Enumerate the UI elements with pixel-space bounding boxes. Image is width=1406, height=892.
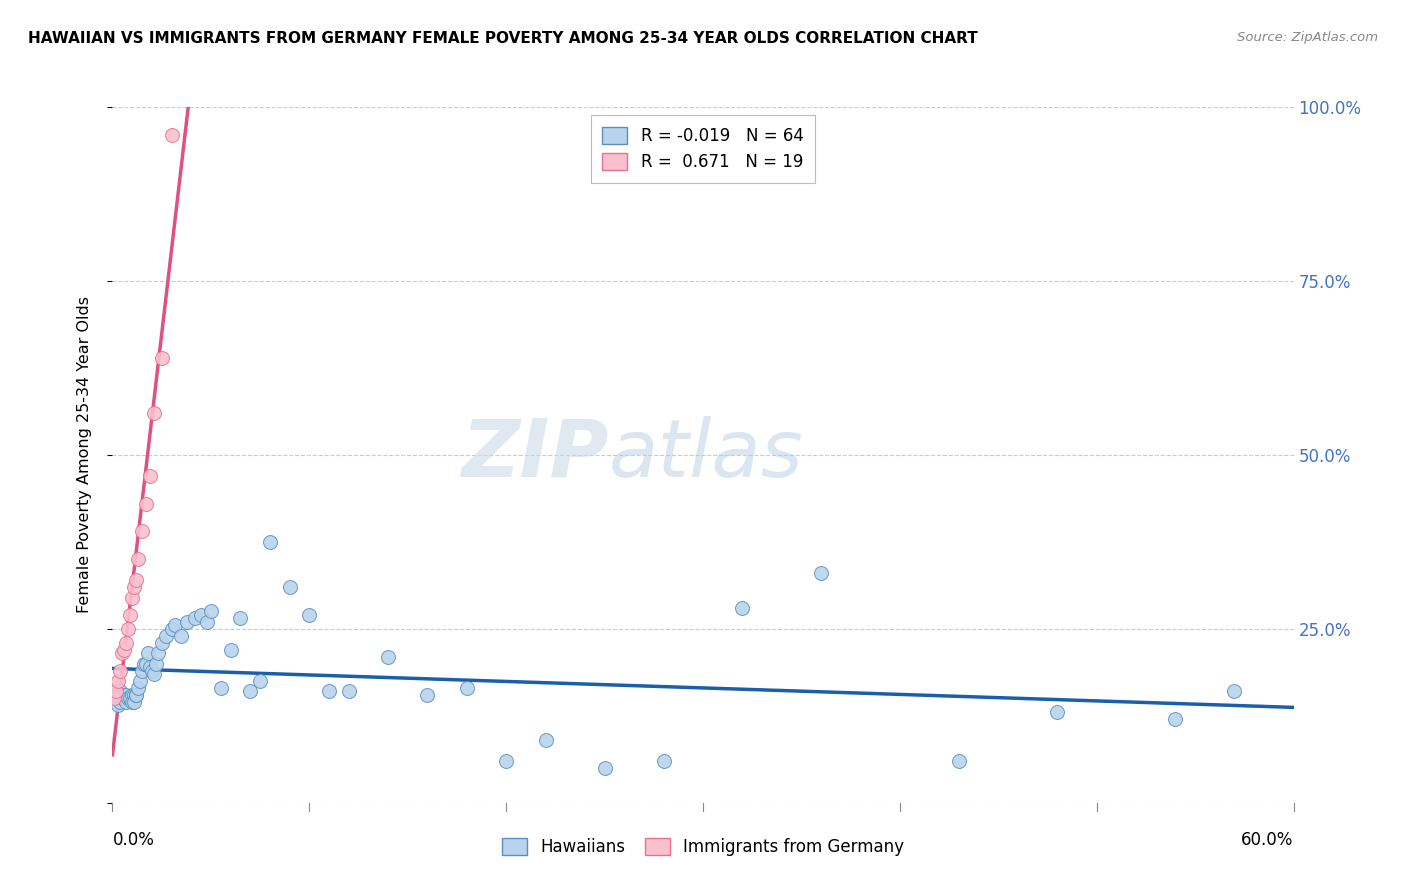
Point — [176, 615, 198, 629]
Point — [121, 688, 143, 702]
Point — [122, 695, 145, 709]
Point — [135, 497, 157, 511]
Point — [120, 691, 142, 706]
Point — [170, 629, 193, 643]
Point — [111, 646, 134, 660]
Point — [110, 684, 132, 698]
Point — [200, 605, 222, 619]
Point — [121, 591, 143, 605]
Point — [122, 580, 145, 594]
Point — [142, 667, 165, 681]
Point — [129, 674, 152, 689]
Point — [103, 688, 125, 702]
Point — [117, 622, 139, 636]
Point — [120, 607, 142, 622]
Point — [107, 674, 129, 689]
Point — [125, 573, 148, 587]
Point — [219, 642, 242, 657]
Point — [1223, 684, 1246, 698]
Point — [184, 611, 207, 625]
Point — [948, 754, 970, 768]
Point — [131, 664, 153, 678]
Point — [131, 524, 153, 539]
Point — [125, 688, 148, 702]
Point — [117, 691, 139, 706]
Point — [190, 607, 212, 622]
Point — [1164, 712, 1187, 726]
Point — [127, 552, 149, 566]
Point — [150, 636, 173, 650]
Point — [115, 695, 138, 709]
Point — [146, 646, 169, 660]
Point — [112, 691, 135, 706]
Point — [110, 695, 132, 709]
Point — [110, 664, 132, 678]
Point — [456, 681, 478, 695]
Point — [337, 684, 360, 698]
Point — [652, 754, 675, 768]
Point — [105, 691, 128, 706]
Point — [111, 691, 134, 706]
Point — [142, 406, 165, 420]
Point — [135, 657, 157, 671]
Text: HAWAIIAN VS IMMIGRANTS FROM GERMANY FEMALE POVERTY AMONG 25-34 YEAR OLDS CORRELA: HAWAIIAN VS IMMIGRANTS FROM GERMANY FEMA… — [28, 31, 977, 46]
Point — [139, 468, 162, 483]
Point — [298, 607, 321, 622]
Point — [534, 733, 557, 747]
Point — [112, 688, 135, 702]
Point — [731, 601, 754, 615]
Point — [115, 636, 138, 650]
Legend: Hawaiians, Immigrants from Germany: Hawaiians, Immigrants from Germany — [494, 830, 912, 864]
Text: ZIP: ZIP — [461, 416, 609, 494]
Y-axis label: Female Poverty Among 25-34 Year Olds: Female Poverty Among 25-34 Year Olds — [77, 296, 91, 614]
Point — [150, 351, 173, 365]
Point — [593, 761, 616, 775]
Point — [155, 629, 177, 643]
Point — [121, 695, 143, 709]
Point — [165, 618, 187, 632]
Point — [112, 642, 135, 657]
Point — [318, 684, 340, 698]
Point — [229, 611, 252, 625]
Point — [495, 754, 517, 768]
Text: Source: ZipAtlas.com: Source: ZipAtlas.com — [1237, 31, 1378, 45]
Point — [115, 688, 138, 702]
Point — [259, 535, 281, 549]
Point — [111, 688, 134, 702]
Point — [103, 691, 125, 706]
Point — [139, 660, 162, 674]
Point — [141, 664, 163, 678]
Point — [105, 684, 128, 698]
Point — [195, 615, 218, 629]
Point — [132, 657, 155, 671]
Point — [810, 566, 832, 581]
Point — [377, 649, 399, 664]
Point — [127, 681, 149, 695]
Text: 60.0%: 60.0% — [1241, 830, 1294, 848]
Point — [145, 657, 167, 671]
Point — [239, 684, 262, 698]
Point — [125, 688, 148, 702]
Text: atlas: atlas — [609, 416, 803, 494]
Point — [136, 646, 159, 660]
Point — [107, 688, 129, 702]
Point — [416, 688, 439, 702]
Point — [160, 128, 183, 142]
Point — [209, 681, 232, 695]
Point — [278, 580, 301, 594]
Point — [160, 622, 183, 636]
Point — [122, 688, 145, 702]
Text: 0.0%: 0.0% — [112, 830, 155, 848]
Point — [249, 674, 271, 689]
Point — [1046, 706, 1069, 720]
Point — [107, 698, 129, 713]
